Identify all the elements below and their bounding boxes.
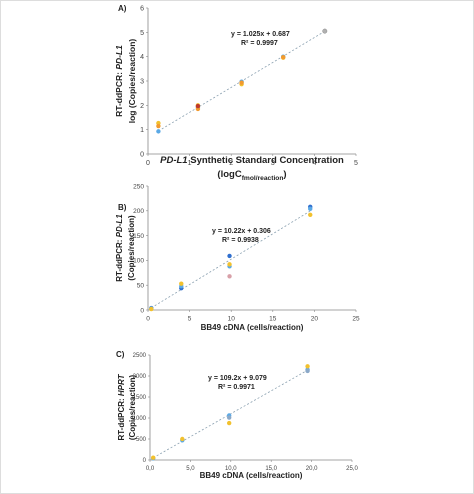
y-tick-label: 2 <box>140 103 144 110</box>
x-axis-label-part: (logC <box>217 169 241 180</box>
y-tick-label: 3 <box>140 78 144 85</box>
data-point <box>227 274 232 279</box>
data-point <box>239 80 244 85</box>
y-axis-label-part: (Copies/reaction) <box>127 215 136 281</box>
x-tick-label: 2 <box>229 160 233 167</box>
regression-equation: y = 10.22x + 0.306 <box>212 228 271 235</box>
y-tick-label: 100 <box>133 258 144 265</box>
y-axis-label: RT-ddPCR: PD-L1 <box>115 214 124 282</box>
y-tick-label: 1 <box>140 127 144 134</box>
y-tick-label: 200 <box>133 208 144 215</box>
y-tick-label: 1500 <box>133 395 147 401</box>
y-axis-label: (Copies/reaction) <box>128 374 137 440</box>
r-squared: R² = 0.9971 <box>218 384 255 391</box>
data-point <box>227 262 232 267</box>
data-point <box>308 206 313 212</box>
data-point <box>305 368 310 374</box>
y-axis-label: RT-ddPCR: PD-L1 <box>114 45 124 117</box>
data-point <box>226 415 232 420</box>
chart-panel-3: 0 500 1000 1500 2000 2500 0,0 5,0 10,0 15,0 20,0 25… <box>116 350 358 480</box>
regression-equation: y = 1.025x + 0.687 <box>231 31 290 38</box>
x-tick-label: 5,0 <box>186 466 195 472</box>
x-tick-label: 0,0 <box>146 466 155 472</box>
y-tick-label: 150 <box>133 233 144 240</box>
data-point <box>195 103 201 109</box>
y-tick-label: 2000 <box>133 374 147 380</box>
x-axis-label-part: fmol/reaction <box>242 175 284 182</box>
r-squared: R² = 0.9997 <box>241 40 278 47</box>
y-axis-label-part: PD-L1 <box>114 45 124 70</box>
y-tick-label: 5 <box>140 30 144 37</box>
x-tick-label: 20,0 <box>306 466 318 472</box>
y-tick-label: 6 <box>140 5 144 12</box>
data-point <box>179 281 184 286</box>
y-tick-label: 500 <box>136 437 147 443</box>
y-axis-label-part: RT-ddPCR: <box>114 70 124 117</box>
data-point <box>151 455 156 460</box>
y-tick-label: 2500 <box>133 353 147 359</box>
x-tick-label: 5 <box>188 316 192 323</box>
y-axis-label: log (Copies/reaction) <box>127 39 137 124</box>
data-point <box>180 436 185 442</box>
panel-label: B) <box>118 203 127 212</box>
data-point <box>322 28 328 34</box>
trendline <box>151 210 311 309</box>
x-tick-label: 3 <box>271 160 275 167</box>
x-tick-label: 0 <box>146 160 150 167</box>
x-tick-label: 5 <box>354 160 358 167</box>
data-point <box>156 129 161 134</box>
data-point <box>305 364 310 369</box>
panel-label: A) <box>118 4 127 13</box>
panel-label: C) <box>116 350 125 359</box>
data-point <box>308 212 313 217</box>
x-tick-label: 10 <box>228 316 236 323</box>
x-tick-label: 4 <box>312 160 316 167</box>
x-axis-label: BB49 cDNA (cells/reaction) <box>201 323 304 332</box>
x-axis-label-part: BB49 cDNA (cells/reaction) <box>201 323 304 332</box>
data-point <box>156 123 161 129</box>
r-squared: R² = 0.9938 <box>222 237 259 244</box>
x-tick-label: 1 <box>188 160 192 167</box>
x-tick-label: 20 <box>311 316 319 323</box>
x-tick-label: 0 <box>146 316 150 323</box>
x-tick-label: 25 <box>352 316 360 323</box>
y-tick-label: 4 <box>140 54 144 61</box>
y-axis-label-part: HPRT <box>117 373 126 396</box>
y-axis-label-part: (Copies/reaction) <box>128 374 137 440</box>
x-axis-label: PD-L1 Synthetic Standard Concentration <box>160 155 344 166</box>
data-point <box>149 306 154 312</box>
y-axis-label-part: log (Copies/reaction) <box>127 39 137 124</box>
x-tick-label: 15,0 <box>265 466 277 472</box>
y-tick-label: 50 <box>137 282 145 289</box>
data-point <box>281 54 286 60</box>
data-point <box>227 253 232 259</box>
x-tick-label: 10,0 <box>225 466 237 472</box>
x-axis-label: BB49 cDNA (cells/reaction) <box>200 471 303 480</box>
chart-panel-1: 0 1 2 3 4 5 6 0 1 2 3 4 5 y = 1.025x + 0.687 R² = 0.99… <box>114 4 358 182</box>
x-axis-label-part: PD-L1 <box>160 155 187 166</box>
y-tick-label: 0 <box>140 307 144 314</box>
y-tick-label: 0 <box>140 151 144 158</box>
x-tick-label: 25,0 <box>346 466 358 472</box>
data-point <box>226 420 232 426</box>
y-tick-label: 1000 <box>133 416 147 422</box>
regression-equation: y = 109.2x + 9.079 <box>208 375 267 382</box>
y-axis-label-part: RT-ddPCR: <box>117 396 126 440</box>
x-axis-label: (logCfmol/reaction) <box>217 169 286 182</box>
x-axis-label-part: Synthetic Standard Concentration <box>188 155 344 166</box>
y-axis-label-part: RT-ddPCR: <box>115 237 124 281</box>
y-axis-label-part: PD-L1 <box>115 214 124 238</box>
x-tick-label: 15 <box>269 316 277 323</box>
y-axis-label: (Copies/reaction) <box>127 215 136 281</box>
y-tick-label: 0 <box>143 458 147 464</box>
y-tick-label: 250 <box>133 183 144 190</box>
chart-panel-2: 0 50 100 150 200 250 0 5 10 15 20 25 y = 10.22x + 0.… <box>115 183 360 332</box>
y-axis-label: RT-ddPCR: HPRT <box>117 373 126 440</box>
x-axis-label-part: ) <box>283 169 286 180</box>
x-axis-label-part: BB49 cDNA (cells/reaction) <box>200 471 303 480</box>
